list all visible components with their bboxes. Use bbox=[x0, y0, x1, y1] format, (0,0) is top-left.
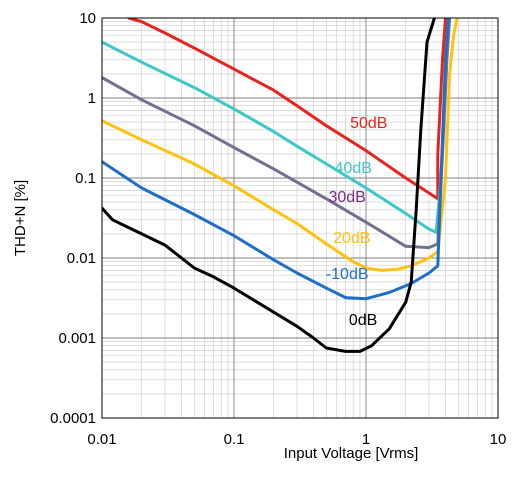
y-tick-label: 0.0001 bbox=[50, 410, 96, 427]
series-label-4: -10dB bbox=[326, 266, 369, 283]
series-labels: 50dB 40dB 30dB 20dB -10dB 0dB bbox=[326, 115, 388, 329]
series-line-5 bbox=[102, 18, 436, 353]
series-label-5: 0dB bbox=[349, 312, 377, 329]
y-tick-label: 1 bbox=[88, 90, 96, 107]
x-tick-label: 0.1 bbox=[224, 431, 245, 448]
series-label-0: 50dB bbox=[350, 115, 387, 132]
x-tick-label: 10 bbox=[490, 431, 507, 448]
x-tick-label: 1 bbox=[362, 431, 370, 448]
y-axis-title: THD+N [%] bbox=[12, 180, 29, 256]
series-label-2: 30dB bbox=[328, 189, 365, 206]
tick-labels: 0.01 0.1 1 10 0.0001 0.001 0.01 0.1 1 10 bbox=[50, 10, 506, 448]
plot-frame bbox=[101, 17, 499, 419]
series-line-0 bbox=[127, 18, 447, 201]
x-tick-label: 0.01 bbox=[87, 431, 116, 448]
series-line-4 bbox=[102, 18, 450, 301]
y-tick-label: 0.001 bbox=[58, 330, 96, 347]
y-tick-label: 0.1 bbox=[75, 170, 96, 187]
series-label-3: 20dB bbox=[333, 230, 370, 247]
x-axis-title: Input Voltage [Vrms] bbox=[284, 445, 419, 462]
series-line-3 bbox=[102, 18, 459, 272]
series-label-1: 40dB bbox=[335, 160, 372, 177]
series-lines bbox=[102, 18, 459, 353]
y-tick-label: 10 bbox=[79, 10, 96, 27]
y-tick-label: 0.01 bbox=[67, 250, 96, 267]
